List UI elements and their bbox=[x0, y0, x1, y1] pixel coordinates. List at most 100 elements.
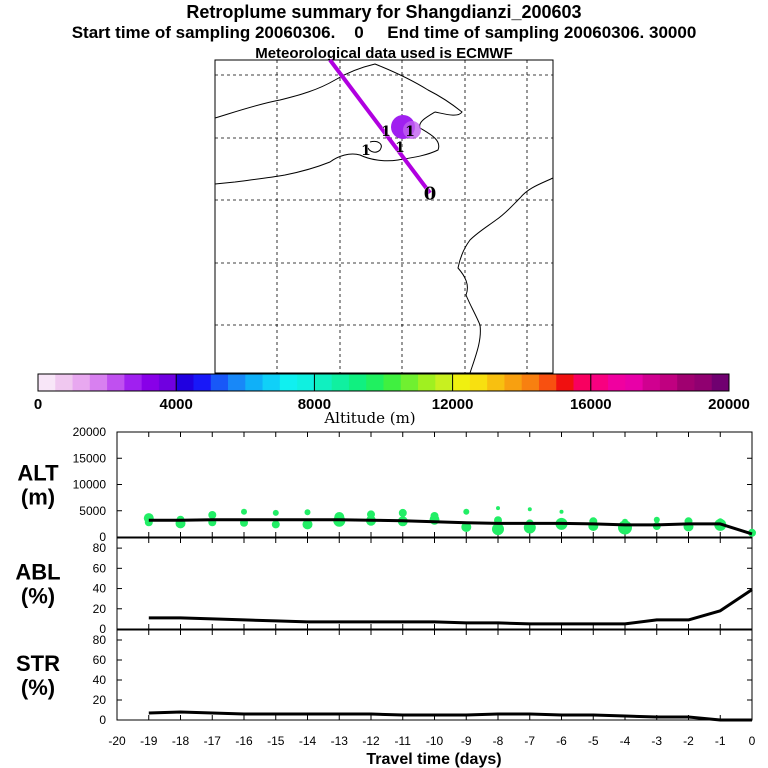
colorbar-swatch bbox=[590, 374, 609, 391]
y-tick-label: 20 bbox=[93, 693, 107, 707]
x-tick-label: -15 bbox=[267, 734, 285, 748]
panel-str: 0 20 40 60 80 STR(%) bbox=[16, 629, 753, 727]
y-tick-label: 40 bbox=[93, 673, 107, 687]
colorbar-swatch bbox=[297, 374, 315, 391]
colorbar-swatch bbox=[504, 374, 523, 391]
colorbar-swatch bbox=[556, 374, 574, 391]
series-line bbox=[148, 710, 752, 722]
y-tick-label: 10000 bbox=[73, 478, 107, 492]
altitude-point bbox=[527, 507, 532, 512]
colorbar-tick-label: 20000 bbox=[708, 396, 750, 413]
x-tick-label: -7 bbox=[524, 734, 535, 748]
colorbar-swatch bbox=[348, 374, 367, 391]
colorbar-swatch bbox=[331, 374, 350, 391]
y-tick-label: 0 bbox=[99, 713, 106, 727]
altitude-point bbox=[559, 509, 564, 514]
altitude-point bbox=[496, 506, 500, 511]
x-tick-label: -1 bbox=[715, 734, 726, 748]
colorbar-swatch bbox=[642, 374, 661, 391]
colorbar-tick-label: 12000 bbox=[432, 396, 474, 413]
map-gridlines bbox=[215, 60, 553, 373]
x-tick-label: -9 bbox=[461, 734, 472, 748]
plume-halo bbox=[403, 121, 421, 139]
x-tick-label: -19 bbox=[140, 734, 158, 748]
altitude-point bbox=[492, 523, 504, 536]
colorbar-swatch bbox=[418, 374, 436, 391]
sampling-time-subtitle: Start time of sampling 20060306. 0 End t… bbox=[71, 23, 697, 42]
x-axis-label: Travel time (days) bbox=[366, 751, 501, 768]
colorbar-swatch bbox=[314, 374, 333, 391]
colorbar-swatch bbox=[38, 374, 56, 391]
colorbar-axis-label: Altitude (m) bbox=[323, 409, 415, 427]
colorbar-tick-label: 4000 bbox=[160, 396, 193, 413]
x-tick-label: 0 bbox=[749, 734, 756, 748]
colorbar-swatch bbox=[521, 374, 540, 391]
colorbar-swatch bbox=[538, 374, 557, 391]
colorbar-tick-label: 8000 bbox=[298, 396, 331, 413]
altitude-point bbox=[653, 516, 660, 523]
altitude-point bbox=[463, 508, 470, 515]
x-axis: -20 -19 -18 -17 -16 -15 -14 -13 -12 -11 -10 -9 -8 -7-… bbox=[108, 734, 755, 768]
colorbar-swatch bbox=[55, 374, 73, 391]
x-tick-label: -13 bbox=[331, 734, 349, 748]
colorbar-swatch bbox=[176, 374, 194, 391]
chart-title: Retroplume summary for Shangdianzi_20060… bbox=[186, 2, 582, 22]
altitude-point bbox=[398, 508, 407, 517]
altitude-colorbar: 0 4000 8000 12000 16000 20000 Altitude (m) bbox=[34, 373, 750, 427]
y-tick-label: 15000 bbox=[73, 451, 107, 465]
x-tick-label: -3 bbox=[651, 734, 662, 748]
y-tick-label: 60 bbox=[93, 561, 107, 575]
series-line bbox=[148, 588, 753, 626]
x-tick-label: -11 bbox=[395, 734, 412, 748]
x-tick-label: -16 bbox=[235, 734, 253, 748]
colorbar-swatch bbox=[245, 374, 263, 391]
meteorological-data-subtitle: Meteorological data used is ECMWF bbox=[255, 45, 513, 62]
colorbar-swatch bbox=[677, 374, 695, 391]
colorbar-swatch bbox=[262, 374, 281, 391]
colorbar-swatch bbox=[625, 374, 644, 391]
day-marker-label: 1 bbox=[405, 124, 415, 140]
colorbar-swatch bbox=[279, 374, 298, 391]
y-axis-label: (%) bbox=[21, 584, 55, 609]
y-axis-label: STR bbox=[16, 651, 60, 676]
x-tick-label: -6 bbox=[556, 734, 567, 748]
colorbar-swatch bbox=[107, 374, 125, 391]
altitude-point bbox=[272, 509, 279, 516]
colorbar-swatch bbox=[608, 374, 626, 391]
x-tick-label: -14 bbox=[299, 734, 317, 748]
x-tick-label: -10 bbox=[426, 734, 444, 748]
altitude-point bbox=[241, 508, 247, 515]
y-axis-label: (m) bbox=[21, 485, 55, 510]
coastlines bbox=[214, 63, 554, 374]
y-tick-label: 5000 bbox=[79, 504, 106, 518]
x-tick-label: -5 bbox=[588, 734, 599, 748]
colorbar-swatch bbox=[573, 374, 592, 391]
panel-alt: 0 5000 10000 15000 20000 ALT(m) bbox=[17, 425, 756, 544]
colorbar-swatch bbox=[694, 374, 713, 391]
colorbar-swatch bbox=[72, 374, 91, 391]
altitude-point bbox=[208, 511, 217, 519]
x-tick-label: -8 bbox=[493, 734, 504, 748]
y-tick-label: 80 bbox=[93, 541, 107, 555]
colorbar-swatch bbox=[400, 374, 419, 391]
series-line bbox=[148, 518, 753, 536]
day-marker-label: 0 bbox=[424, 183, 437, 204]
colorbar-swatch bbox=[487, 374, 505, 391]
colorbar-swatch bbox=[452, 374, 471, 391]
altitude-point bbox=[618, 520, 632, 535]
colorbar-swatch bbox=[469, 374, 488, 391]
day-marker-label: 1 bbox=[395, 140, 405, 156]
altitude-point bbox=[461, 522, 472, 532]
colorbar-swatch bbox=[228, 374, 246, 391]
x-tick-label: -18 bbox=[172, 734, 190, 748]
colorbar-swatch bbox=[89, 374, 108, 391]
x-tick-label: -2 bbox=[683, 734, 694, 748]
colorbar-swatch bbox=[210, 374, 229, 391]
colorbar-tick-label: 0 bbox=[34, 396, 42, 413]
day-marker-label: 1 bbox=[381, 124, 391, 140]
altitude-point bbox=[304, 509, 311, 516]
colorbar-swatch bbox=[193, 374, 212, 391]
